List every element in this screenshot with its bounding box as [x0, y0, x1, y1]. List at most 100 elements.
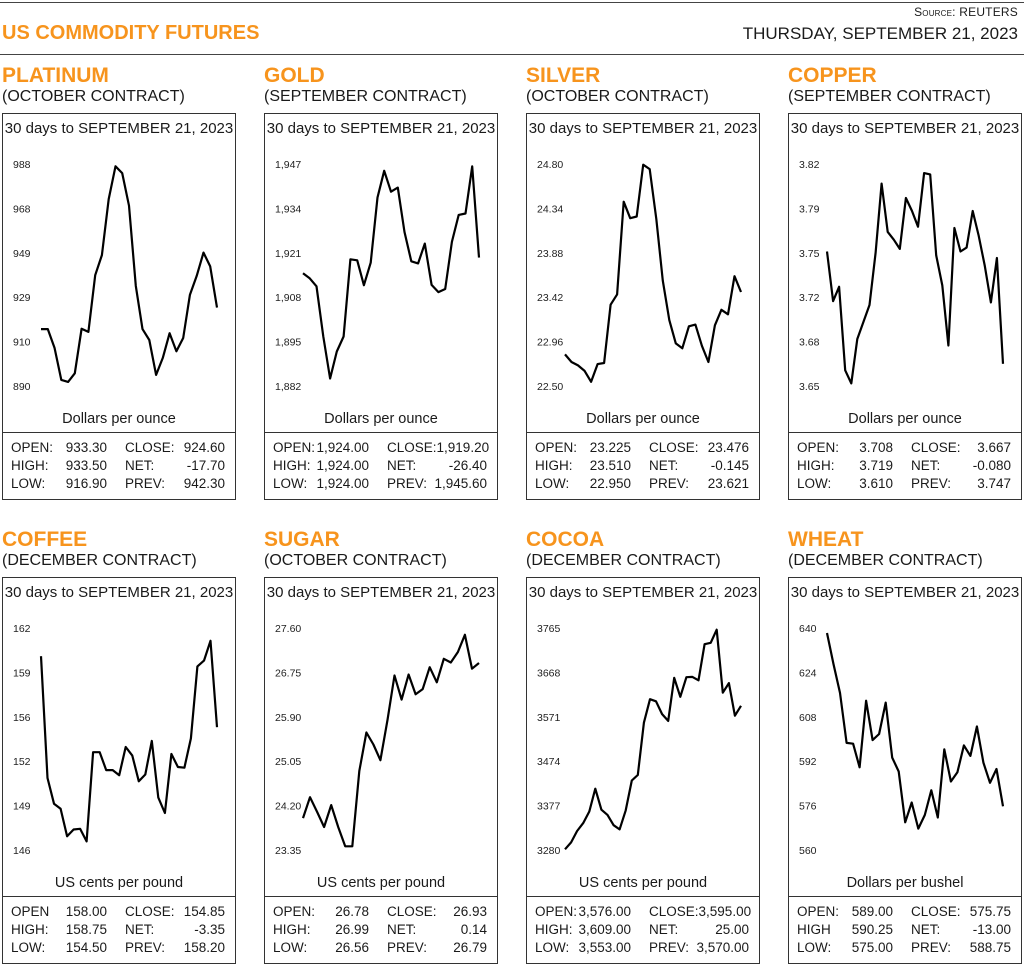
chart-title: PLATINUM	[2, 64, 109, 87]
stats-cell-right: CLOSE: 23.476	[649, 439, 749, 457]
stat-value: 158.75	[65, 922, 107, 937]
y-tick-label: 3.75	[799, 248, 820, 260]
chart-plot: 640 624 608 592 576 560	[799, 623, 1005, 857]
stat-label: NET:	[125, 458, 155, 473]
stat-label: CLOSE:	[649, 440, 699, 455]
stats-row: LOW: 575.00 PREV: 588.75	[797, 939, 1011, 957]
stats-cell-left: OPEN 158.00	[11, 903, 107, 921]
y-tick-label: 3765	[537, 623, 561, 635]
stat-value: 3.747	[977, 476, 1011, 491]
y-tick-label: 25.90	[275, 712, 301, 724]
stat-label: LOW:	[797, 940, 832, 955]
stat-label: LOW:	[11, 940, 46, 955]
stats-divider	[789, 896, 1021, 897]
stat-value: -13.00	[972, 922, 1011, 937]
stats-cell-right: NET: -13.00	[911, 921, 1011, 939]
stats-cell-right: CLOSE: 924.60	[125, 439, 225, 457]
stat-value: 575.00	[851, 940, 893, 955]
stat-value: 933.30	[65, 440, 107, 455]
y-tick-label: 890	[13, 381, 31, 393]
stats-cell-right: NET: 0.14	[387, 921, 487, 939]
stats-table: OPEN: 1,924.00 CLOSE: 1,919.20 HIGH: 1,924.00…	[273, 439, 489, 493]
stats-table: OPEN: 3,576.00 CLOSE: 3,595.00 HIGH: 3,609.00…	[535, 903, 752, 957]
price-series-line	[41, 165, 219, 383]
chart-period: 30 days to SEPTEMBER 21, 2023	[266, 584, 496, 601]
stat-value: 26.93	[453, 904, 487, 919]
stat-label: CLOSE:	[387, 440, 437, 455]
stat-value: 26.78	[335, 904, 369, 919]
stats-cell-left: LOW: 3.610	[797, 475, 893, 493]
stats-divider	[3, 896, 235, 897]
price-series-line	[825, 171, 1005, 385]
y-tick-label: 22.96	[537, 337, 563, 349]
chart-box: 30 days to SEPTEMBER 21, 2023 640 624 608 59…	[788, 577, 1022, 964]
stats-cell-right: PREV: 3,570.00	[649, 939, 749, 957]
chart-plot: 988 968 949 929 910 890	[13, 159, 219, 393]
stats-cell-right: CLOSE: 575.75	[911, 903, 1011, 921]
stat-value: 916.90	[65, 476, 107, 491]
y-tick-label: 3.72	[799, 292, 820, 304]
stat-value: 23.510	[589, 458, 631, 473]
y-tick-label: 146	[13, 845, 31, 857]
stat-label: NET:	[125, 922, 155, 937]
stats-row: HIGH: 933.50 NET: -17.70	[11, 457, 225, 475]
stat-value: -0.080	[972, 458, 1011, 473]
price-series-line	[564, 163, 743, 383]
stat-label: OPEN:	[535, 904, 578, 919]
y-tick-label: 162	[13, 623, 31, 635]
stats-cell-right: PREV: 158.20	[125, 939, 225, 957]
stat-value: 589.00	[851, 904, 893, 919]
stats-cell-right: NET: -26.40	[387, 457, 487, 475]
stats-cell-left: LOW: 575.00	[797, 939, 893, 957]
y-tick-label: 3571	[537, 712, 561, 724]
stat-value: 590.25	[851, 922, 893, 937]
stats-table: OPEN: 3.708 CLOSE: 3.667 HIGH: 3.719 NET: -0.08…	[797, 439, 1011, 493]
stats-cell-left: OPEN: 933.30	[11, 439, 107, 457]
stats-row: OPEN: 3.708 CLOSE: 3.667	[797, 439, 1011, 457]
stats-cell-left: LOW: 3,553.00	[535, 939, 631, 957]
y-tick-label: 1,934	[275, 203, 301, 215]
stat-value: 3,595.00	[698, 904, 752, 919]
stats-cell-left: HIGH: 933.50	[11, 457, 107, 475]
stat-value: 3.667	[977, 440, 1011, 455]
stats-cell-left: LOW: 22.950	[535, 475, 631, 493]
stats-cell-right: NET: -17.70	[125, 457, 225, 475]
chart-title: COPPER	[788, 64, 877, 87]
chart-title: SUGAR	[264, 528, 340, 551]
stats-cell-right: CLOSE: 3.667	[911, 439, 1011, 457]
stats-table: OPEN: 23.225 CLOSE: 23.476 HIGH: 23.510 NET: -0…	[535, 439, 749, 493]
y-tick-label: 640	[799, 623, 817, 635]
stats-row: OPEN: 933.30 CLOSE: 924.60	[11, 439, 225, 457]
chart-period: 30 days to SEPTEMBER 21, 2023	[790, 120, 1020, 137]
chart-box: 30 days to SEPTEMBER 21, 2023 162 159 156 15…	[2, 577, 236, 964]
stats-divider	[3, 432, 235, 433]
stat-label: LOW:	[273, 940, 308, 955]
chart-subtitle: (DECEMBER CONTRACT)	[526, 552, 721, 569]
stats-cell-left: OPEN: 26.78	[273, 903, 369, 921]
stat-label: OPEN:	[797, 904, 840, 919]
stats-row: OPEN 158.00 CLOSE: 154.85	[11, 903, 225, 921]
chart-period: 30 days to SEPTEMBER 21, 2023	[528, 120, 758, 137]
stats-row: HIGH: 23.510 NET: -0.145	[535, 457, 749, 475]
stat-value: -0.145	[710, 458, 749, 473]
stat-label: NET:	[387, 458, 417, 473]
y-tick-label: 26.75	[275, 667, 301, 679]
stat-label: NET:	[387, 922, 417, 937]
stat-label: OPEN:	[273, 904, 316, 919]
stats-row: LOW: 22.950 PREV: 23.621	[535, 475, 749, 493]
y-tick-label: 3280	[537, 845, 561, 857]
stats-cell-left: LOW: 154.50	[11, 939, 107, 957]
stat-value: 23.621	[707, 476, 749, 491]
chart-title: COFFEE	[2, 528, 88, 551]
stat-label: CLOSE:	[125, 440, 175, 455]
stats-cell-right: NET: 25.00	[649, 921, 749, 939]
y-tick-label: 159	[13, 667, 31, 679]
chart-subtitle: (OCTOBER CONTRACT)	[264, 552, 447, 569]
chart-plot: 27.60 26.75 25.90 25.05 24.20 23.35	[275, 623, 480, 857]
stat-value: 26.79	[453, 940, 487, 955]
stats-cell-left: LOW: 1,924.00	[273, 475, 369, 493]
price-series-line	[302, 165, 481, 380]
chart-subtitle: (OCTOBER CONTRACT)	[2, 88, 185, 105]
stat-value: 3,553.00	[578, 940, 631, 955]
stat-label: HIGH:	[797, 458, 835, 473]
